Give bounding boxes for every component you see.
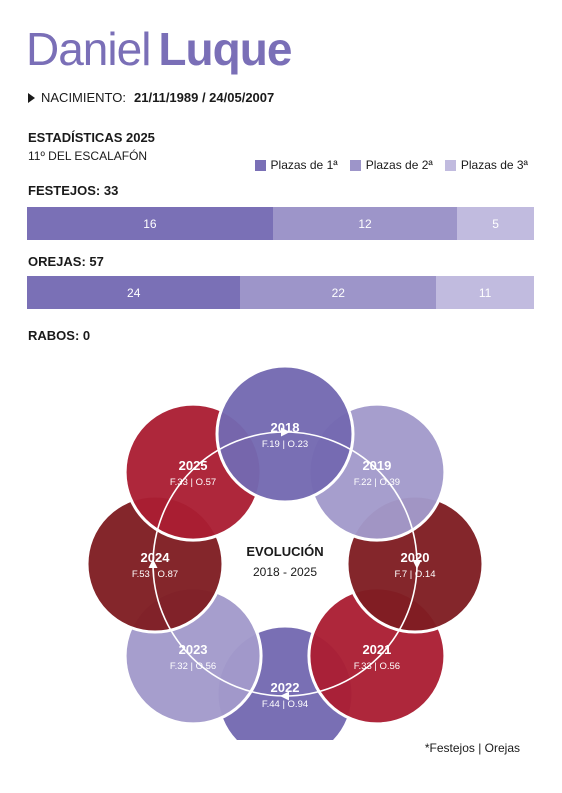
- birth-label: NACIMIENTO:: [41, 90, 126, 105]
- year-label-2023: 2023: [179, 642, 208, 657]
- birth-info: NACIMIENTO: 21/11/1989 / 24/05/2007: [28, 90, 274, 105]
- year-label-2020: 2020: [401, 550, 430, 565]
- chart-legend: Plazas de 1ª Plazas de 2ª Plazas de 3ª: [254, 158, 528, 172]
- orejas-segment-3: 11: [436, 276, 534, 309]
- legend-swatch-third: [444, 159, 456, 171]
- year-value-2022: F.44 | O.94: [262, 699, 308, 710]
- year-value-2018: F.19 | O.23: [262, 439, 308, 450]
- year-label-2019: 2019: [362, 458, 391, 473]
- legend-item-second: Plazas de 2ª: [349, 158, 433, 172]
- year-label-2018: 2018: [271, 420, 300, 435]
- evolution-title: EVOLUCIÓN: [246, 544, 323, 559]
- orejas-segment-2: 22: [240, 276, 437, 309]
- arrow-icon: [281, 427, 290, 437]
- arrow-icon: [412, 560, 422, 569]
- page-title: Daniel Luque: [26, 22, 292, 76]
- orejas-label: OREJAS: 57: [28, 254, 104, 269]
- year-label-2022: 2022: [271, 680, 300, 695]
- arrow-icon: [148, 559, 158, 568]
- year-label-2024: 2024: [141, 550, 171, 565]
- festejos-bar: 16 12 5: [27, 207, 534, 240]
- legend-label-third: Plazas de 3ª: [460, 158, 528, 172]
- evolution-chart: 2018 F.19 | O.23 2019 F.22 | O.39 2020 F.7 | …: [85, 364, 485, 740]
- year-value-2020: F.7 | O.14: [394, 569, 435, 580]
- festejos-label: FESTEJOS: 33: [28, 183, 119, 198]
- birth-dates: 21/11/1989 / 24/05/2007: [134, 90, 275, 105]
- footnote: *Festejos | Orejas: [424, 741, 520, 755]
- arrow-icon: [280, 691, 289, 701]
- year-label-2025: 2025: [179, 458, 208, 473]
- legend-swatch-second: [349, 159, 361, 171]
- festejos-segment-1: 16: [27, 207, 273, 240]
- orejas-bar: 24 22 11: [27, 276, 534, 309]
- year-value-2025: F.33 | O.57: [170, 477, 216, 488]
- year-label-2021: 2021: [362, 642, 391, 657]
- ranking-text: 11º DEL ESCALAFÓN: [28, 149, 148, 163]
- year-value-2024: F.53 | O.87: [132, 569, 178, 580]
- legend-label-second: Plazas de 2ª: [365, 158, 433, 172]
- legend-swatch-first: [254, 159, 266, 171]
- legend-item-third: Plazas de 3ª: [444, 158, 528, 172]
- festejos-segment-2: 12: [272, 207, 458, 240]
- orejas-segment-1: 24: [27, 276, 241, 309]
- year-value-2019: F.22 | O.39: [354, 477, 400, 488]
- legend-label-first: Plazas de 1ª: [270, 158, 338, 172]
- stats-title: ESTADÍSTICAS 2025: [28, 130, 155, 145]
- first-name: Daniel: [26, 23, 151, 75]
- triangle-right-icon: [28, 92, 35, 103]
- legend-item-first: Plazas de 1ª: [254, 158, 338, 172]
- last-name: Luque: [158, 23, 292, 75]
- festejos-segment-3: 5: [457, 207, 534, 240]
- year-value-2023: F.32 | O.56: [170, 661, 216, 672]
- evolution-subtitle: 2018 - 2025: [253, 565, 317, 579]
- year-value-2021: F.33 | O.56: [354, 661, 400, 672]
- rabos-label: RABOS: 0: [28, 328, 91, 343]
